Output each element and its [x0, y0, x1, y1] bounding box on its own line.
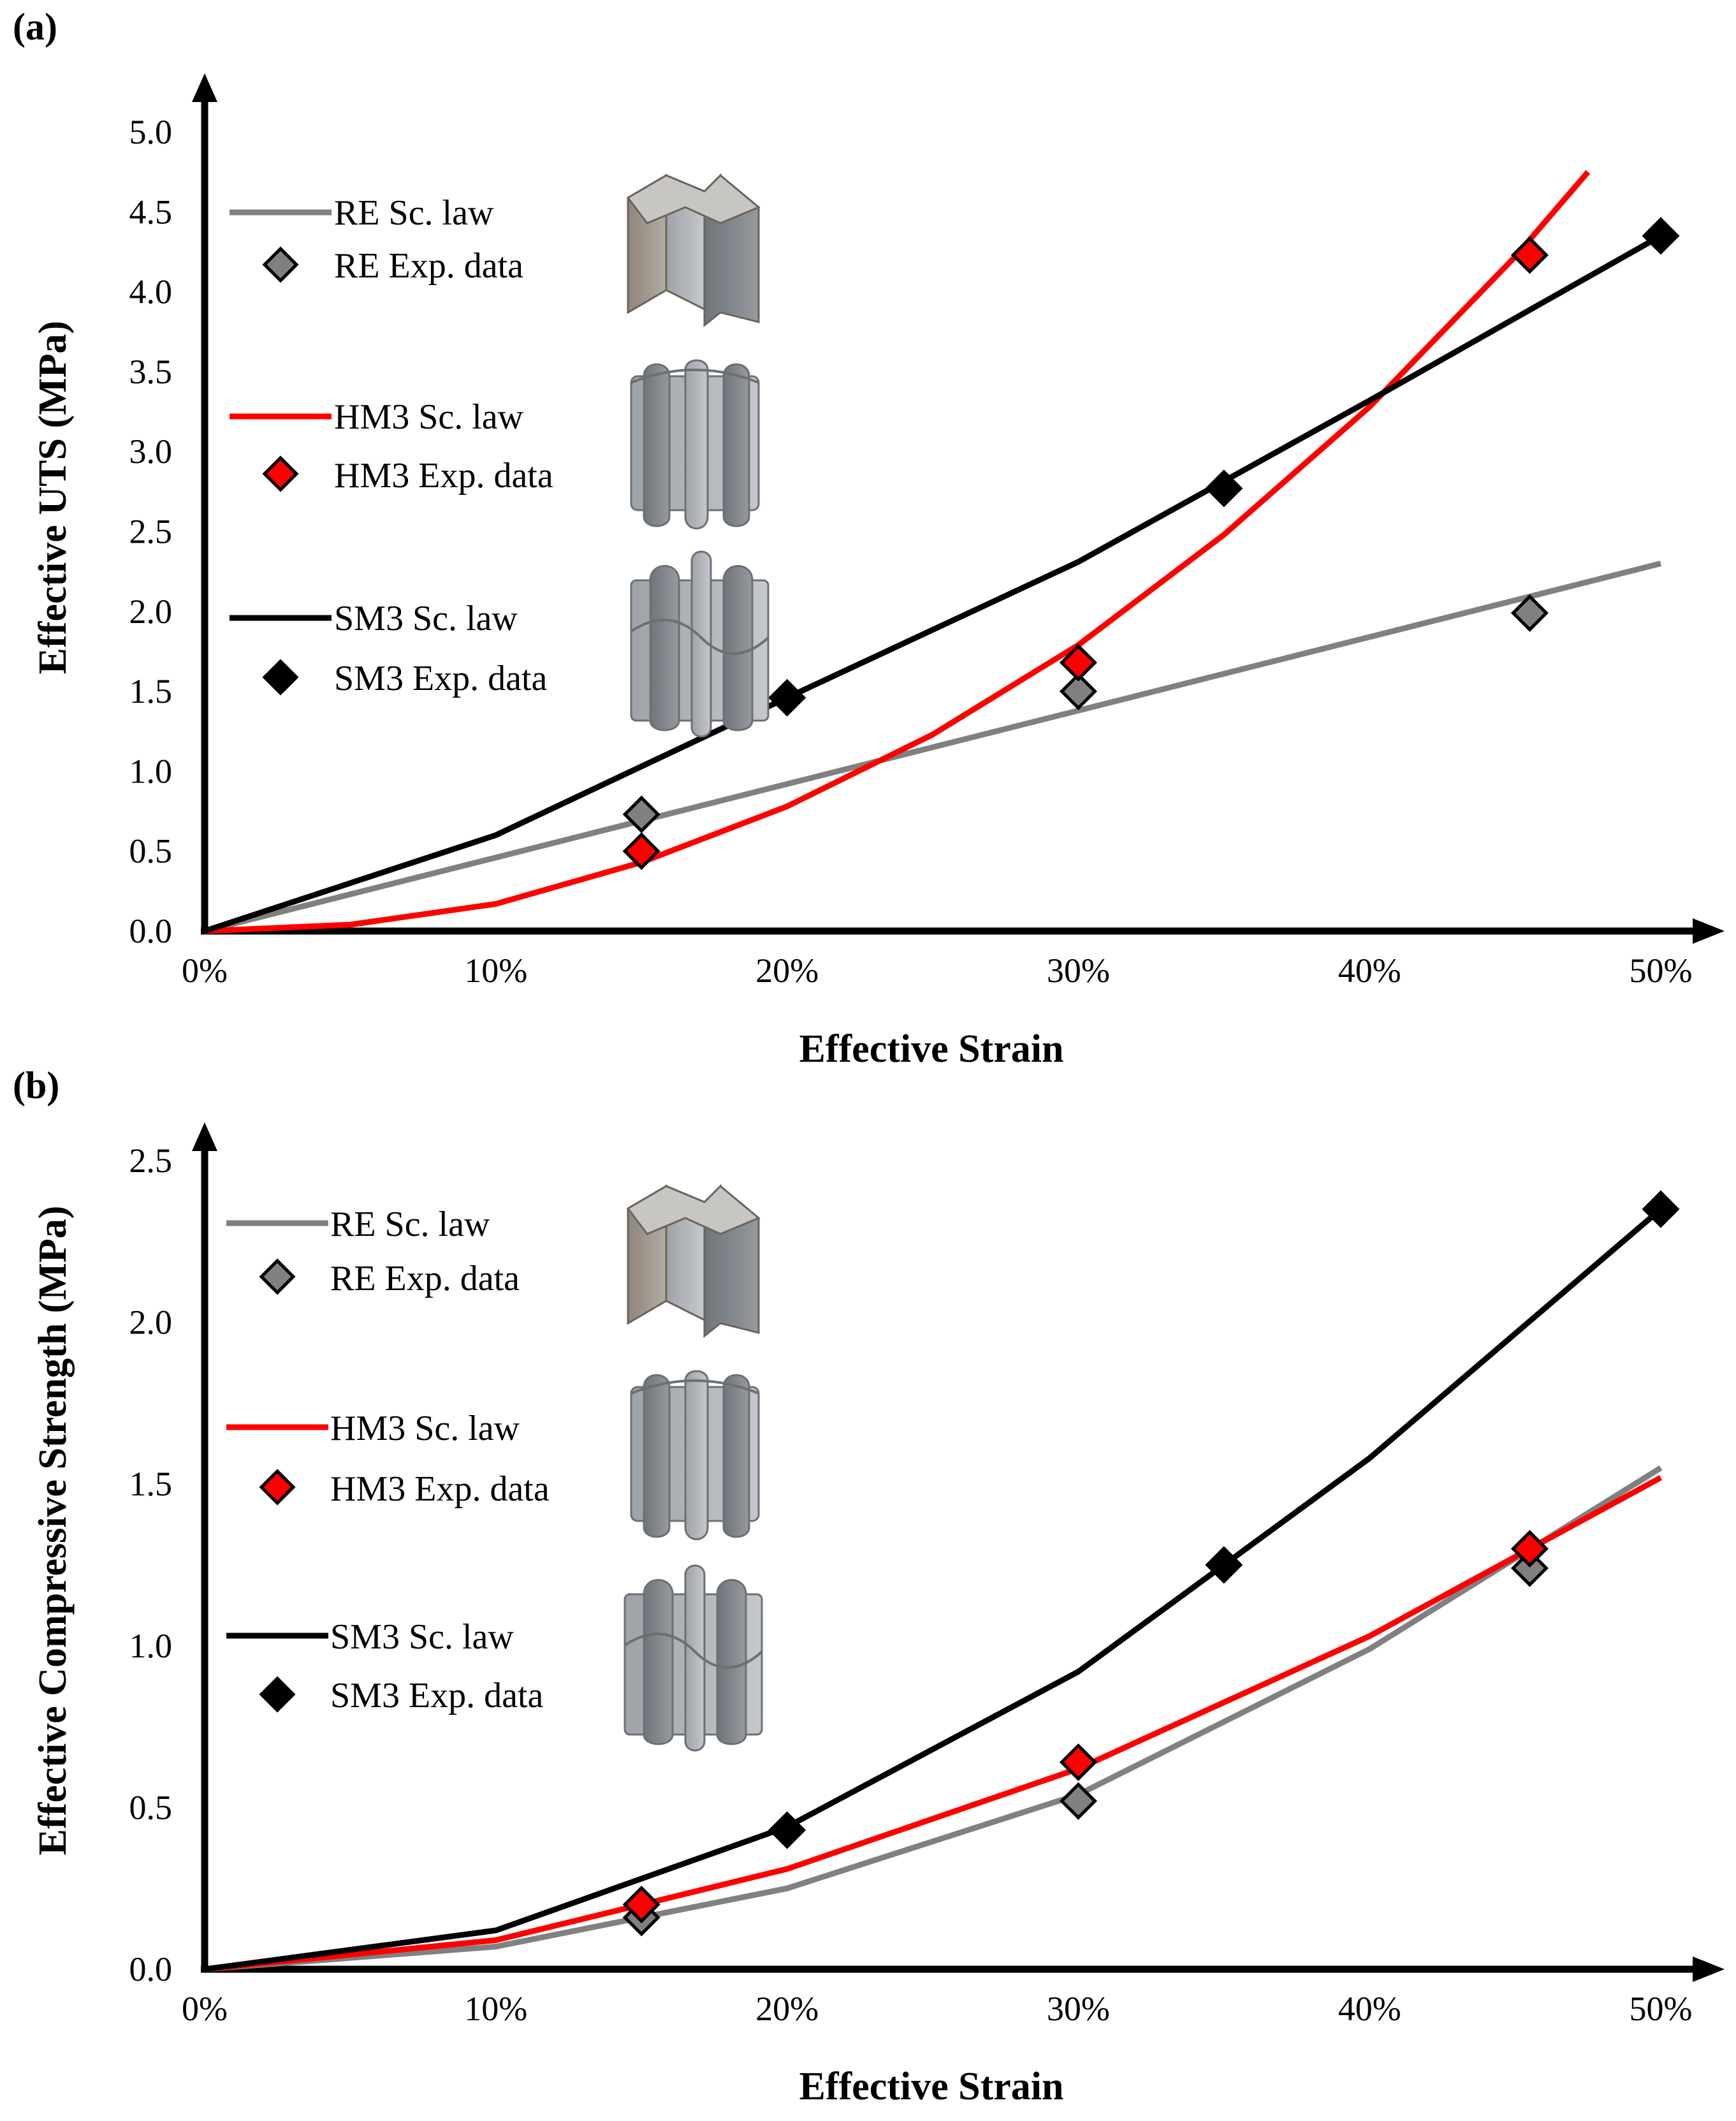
panel-b-hm3-exp-point	[1510, 1530, 1549, 1568]
panel-b-x-title: Effective Strain	[799, 2065, 1064, 2108]
panel-a-x-tick-label: 30%	[1047, 951, 1110, 990]
panel-a-y-tick-label: 2.0	[129, 592, 173, 631]
legend-a-hm3-marker	[262, 455, 299, 492]
legend-a-hm3-line-label: HM3 Sc. law	[334, 397, 524, 437]
panel-a-y-title: Effective UTS (MPa)	[31, 321, 75, 674]
panel-a-re-sc-law-line	[203, 561, 1662, 934]
panel-b-re-exp-point	[1059, 1782, 1097, 1820]
legend-a-sm3-line-label: SM3 Sc. law	[334, 599, 518, 638]
panel-a-sm3-exp-point	[1642, 217, 1680, 255]
legend-b-hm3-line-label: HM3 Sc. law	[330, 1409, 520, 1448]
panel-b-y-title: Effective Compressive Strength (MPa)	[31, 1206, 75, 1856]
panel-a-re-exp-point	[1510, 594, 1549, 632]
panel-a-axes	[192, 73, 1725, 944]
panel-a-y-tick-label: 3.5	[129, 353, 173, 391]
panel-a-hm3-exp-point	[622, 832, 660, 870]
legend-b-re-marker-label: RE Exp. data	[330, 1259, 520, 1298]
panel-b-hm3-exp-point	[1059, 1743, 1097, 1781]
panel-a-y-tick-label: 0.0	[129, 912, 173, 950]
panel-b-hm3-exp-point	[622, 1886, 660, 1924]
hm3-structure-icon	[630, 359, 760, 530]
panel-a-legend: RE Sc. law RE Exp. data HM3 Sc. law HM3 …	[230, 193, 553, 698]
legend-b-re-marker	[259, 1258, 296, 1295]
panel-a-re-exp-point	[622, 795, 660, 833]
panel-b-label: (b)	[13, 1064, 59, 1106]
panel-a-y-ticks: 0.0 0.5 1.0 1.5 2.0 2.5 3.0 3.5 4.0 4.5 5.0	[129, 113, 173, 950]
legend-b-hm3-marker-label: HM3 Exp. data	[330, 1469, 550, 1509]
panel-a-label: (a)	[13, 6, 57, 48]
panel-b-re-sc-law-line	[204, 1465, 1663, 1972]
panel-b-x-tick-label: 40%	[1338, 1990, 1401, 2028]
panel-b-x-tick-label: 0%	[182, 1990, 228, 2028]
panel-a-hm3-sc-law-line	[204, 170, 1591, 934]
hm3-structure-icon	[630, 1370, 760, 1541]
panel-a-re-exp-point	[1059, 672, 1097, 710]
sm3-structure-icon	[630, 550, 770, 738]
panel-a-hm3-exp-point	[1059, 643, 1097, 682]
legend-a-re-marker	[262, 246, 299, 283]
panel-a-x-tick-label: 20%	[755, 951, 819, 990]
legend-b-sm3-marker-label: SM3 Exp. data	[330, 1676, 544, 1715]
panel-b-legend: RE Sc. law RE Exp. data HM3 Sc. law HM3 …	[226, 1205, 550, 1715]
panel-b-sm3-sc-law-line	[204, 1207, 1663, 1972]
panel-a: (a) 0.0 0.5 1.0 1.5 2.0 2.5 3.0 3.5 4.0 4.5 5.0 0%…	[13, 6, 1725, 1071]
panel-b-x-ticks: 0% 10% 20% 30% 40% 50%	[182, 1990, 1692, 2028]
panel-b-sm3-exp-point	[768, 1811, 806, 1849]
panel-a-series	[203, 170, 1680, 934]
panel-a-x-tick-label: 50%	[1630, 951, 1693, 990]
panel-a-y-tick-label: 0.5	[129, 832, 173, 870]
re-structure-icon	[626, 173, 761, 328]
legend-b-hm3-marker	[259, 1469, 296, 1506]
panel-b-sm3-exp-point	[1205, 1546, 1243, 1584]
panel-b-series	[204, 1190, 1680, 1972]
panel-b-x-axis-arrow	[1693, 1956, 1725, 1982]
panel-b-x-tick-label: 20%	[755, 1990, 819, 2028]
panel-b-re-exp-point	[1510, 1549, 1549, 1587]
panel-a-x-tick-label: 0%	[182, 951, 228, 990]
panel-b-x-tick-label: 10%	[464, 1990, 527, 2028]
panel-a-x-tick-label: 40%	[1338, 951, 1401, 990]
legend-a-re-line-label: RE Sc. law	[334, 193, 494, 233]
re-structure-icon	[626, 1184, 761, 1339]
legend-b-sm3-line-label: SM3 Sc. law	[330, 1617, 514, 1657]
panel-a-x-axis-arrow	[1693, 918, 1725, 944]
panel-a-x-title: Effective Strain	[799, 1027, 1064, 1071]
panel-a-y-tick-label: 5.0	[129, 113, 173, 151]
panel-a-y-tick-label: 1.5	[129, 672, 173, 710]
panel-a-x-ticks: 0% 10% 20% 30% 40% 50%	[182, 951, 1692, 990]
panel-a-hm3-exp-point	[1510, 236, 1549, 274]
panel-b-axes	[192, 1122, 1725, 1982]
panel-a-y-tick-label: 4.5	[129, 193, 173, 231]
panel-a-sm3-sc-law-line	[203, 233, 1663, 934]
legend-a-sm3-marker	[262, 659, 299, 696]
panel-a-y-axis-arrow	[192, 73, 217, 102]
panel-b-y-ticks: 0.0 0.5 1.0 1.5 2.0 2.5	[129, 1141, 173, 1988]
legend-a-hm3-marker-label: HM3 Exp. data	[334, 456, 553, 495]
panel-b: (b) 0.0 0.5 1.0 1.5 2.0 2.5 0% 10% 20% 30% 40% 50%…	[13, 1064, 1725, 2108]
panel-b-y-tick-label: 0.0	[129, 1950, 173, 1988]
panel-b-x-tick-label: 50%	[1630, 1990, 1693, 2028]
panel-a-y-tick-label: 2.5	[129, 513, 173, 551]
panel-b-y-tick-label: 0.5	[129, 1788, 173, 1826]
panel-a-y-tick-label: 4.0	[129, 273, 173, 311]
panel-b-y-tick-label: 1.0	[129, 1627, 173, 1665]
legend-a-re-marker-label: RE Exp. data	[334, 246, 523, 286]
panel-a-y-tick-label: 1.0	[129, 752, 173, 790]
panel-a-y-tick-label: 3.0	[129, 432, 173, 471]
legend-b-re-line-label: RE Sc. law	[330, 1205, 490, 1244]
panel-a-x-tick-label: 10%	[464, 951, 527, 990]
panel-b-y-tick-label: 2.5	[129, 1141, 173, 1180]
legend-a-sm3-marker-label: SM3 Exp. data	[334, 659, 548, 698]
panel-b-hm3-sc-law-line	[204, 1475, 1663, 1972]
panel-a-sm3-exp-point	[768, 679, 806, 717]
panel-a-sm3-exp-point	[1205, 469, 1243, 508]
panel-b-y-tick-label: 2.0	[129, 1303, 173, 1342]
panel-b-y-axis-arrow	[192, 1122, 217, 1151]
panel-b-sm3-exp-point	[1642, 1190, 1680, 1228]
legend-b-sm3-marker	[259, 1676, 296, 1713]
sm3-structure-icon	[624, 1564, 763, 1752]
panel-b-y-tick-label: 1.5	[129, 1465, 173, 1503]
panel-b-x-tick-label: 30%	[1047, 1990, 1110, 2028]
